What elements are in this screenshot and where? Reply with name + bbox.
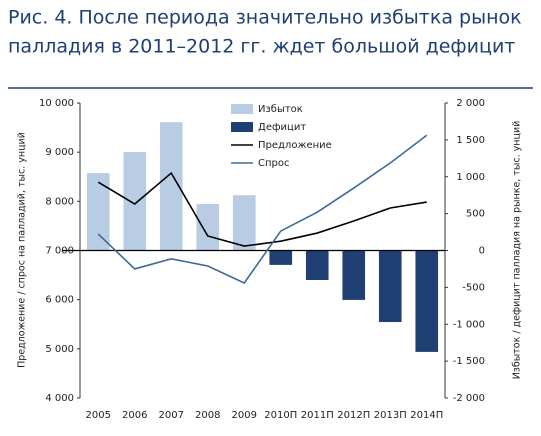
y2-tick-label: -1 000 xyxy=(453,319,485,330)
y2-tick-label: 500 xyxy=(466,209,485,220)
y-tick-label: 6 000 xyxy=(45,295,74,306)
y-tick-label: 5 000 xyxy=(45,344,74,355)
line xyxy=(97,134,428,284)
bar xyxy=(305,250,329,280)
y-tick-label: 10 000 xyxy=(39,98,74,109)
legend-swatch xyxy=(231,122,253,132)
y-tick-label: 4 000 xyxy=(45,393,74,404)
x-tick-label: 2009 xyxy=(232,410,257,421)
legend-label: Дефицит xyxy=(258,122,306,133)
x-tick-label: 2012П xyxy=(337,410,370,421)
chart-title-line: палладия в 2011–2012 гг. ждет большой де… xyxy=(8,36,515,58)
x-tick-label: 2011П xyxy=(301,410,334,421)
legend-label: Спрос xyxy=(258,158,289,169)
bar xyxy=(232,195,256,251)
y2-tick-label: 0 xyxy=(479,246,485,257)
y-tick-label: 7 000 xyxy=(45,246,74,257)
y2-tick-label: -500 xyxy=(462,282,485,293)
bar xyxy=(123,152,147,251)
bar xyxy=(378,250,402,323)
x-tick-label: 2005 xyxy=(86,410,111,421)
x-tick-label: 2008 xyxy=(195,410,220,421)
bar xyxy=(269,250,293,265)
legend-label: Избыток xyxy=(258,104,303,115)
y2-tick-label: -2 000 xyxy=(453,393,485,404)
x-tick-label: 2007 xyxy=(159,410,184,421)
line xyxy=(97,171,427,247)
x-tick-label: 2006 xyxy=(122,410,147,421)
y2-tick-label: 1 000 xyxy=(456,172,485,183)
y2-tick-label: -1 500 xyxy=(453,356,485,367)
bar xyxy=(342,250,366,300)
bar xyxy=(196,204,220,251)
legend-swatch xyxy=(231,104,253,114)
x-tick-label: 2014П xyxy=(410,410,443,421)
legend-label: Предложение xyxy=(258,140,332,151)
chart-title-line: Рис. 4. После периода значительно избытк… xyxy=(8,7,522,29)
bar xyxy=(415,250,439,352)
x-tick-label: 2010П xyxy=(264,410,297,421)
bar xyxy=(159,122,183,251)
y2-tick-label: 1 500 xyxy=(456,135,485,146)
y2-tick-label: 2 000 xyxy=(456,98,485,109)
bar xyxy=(86,173,110,251)
y2-axis-label: Избыток / дефицит палладия на рынке, тыс… xyxy=(512,121,523,380)
y-tick-label: 8 000 xyxy=(45,196,74,207)
x-tick-label: 2013П xyxy=(374,410,407,421)
y-axis-label: Предложение / спрос на палладий, тыс. ун… xyxy=(17,132,28,368)
y-tick-label: 9 000 xyxy=(45,147,74,158)
